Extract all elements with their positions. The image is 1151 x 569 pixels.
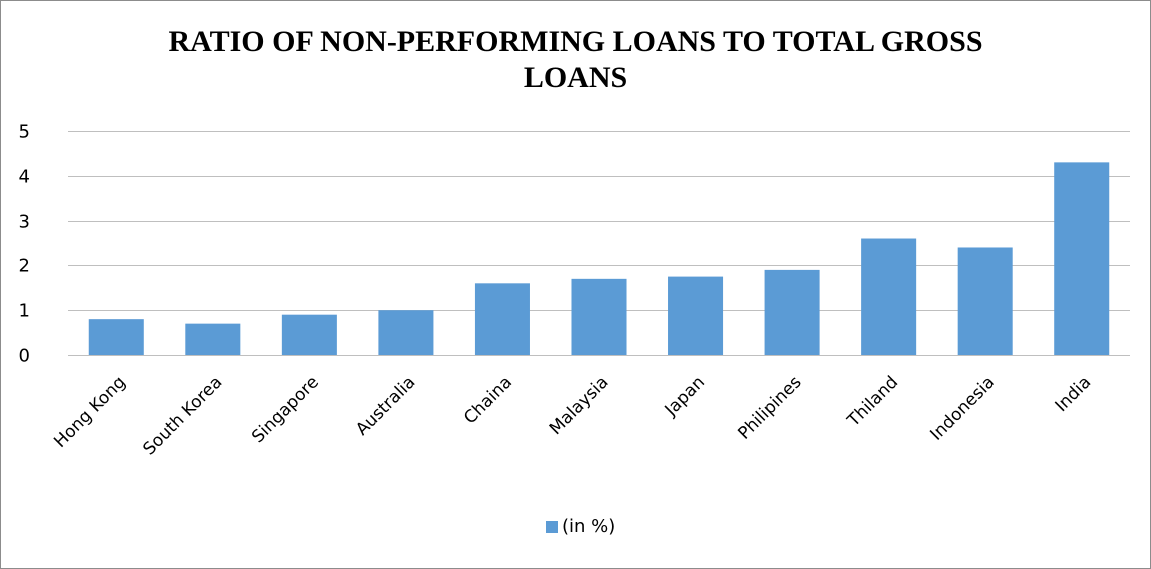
bar: [474, 283, 530, 355]
legend-label: (in %): [562, 516, 616, 537]
y-tick-label: 4: [19, 167, 30, 188]
bar: [571, 278, 627, 355]
x-tick-label: Japan: [661, 372, 709, 420]
x-axis-ticks: Hong Kong South Korea Singapore Australia Ch…: [50, 372, 1095, 459]
y-tick-label: 0: [19, 346, 30, 367]
x-tick-label: Thiland: [843, 372, 902, 431]
bar: [764, 269, 820, 355]
bar: [1054, 162, 1110, 355]
bar: [88, 319, 144, 355]
bar: [957, 247, 1013, 355]
y-tick-label: 1: [19, 301, 30, 322]
legend-swatch: [546, 520, 558, 533]
x-tick-label: Indonesia: [926, 372, 998, 444]
bar: [281, 314, 337, 355]
y-tick-label: 5: [19, 122, 30, 143]
y-tick-label: 2: [19, 256, 30, 277]
x-tick-label: Hong Kong: [50, 372, 129, 451]
bar: [861, 238, 917, 355]
bar: [185, 323, 241, 355]
x-tick-label: Singapore: [248, 372, 323, 447]
x-tick-label: Malaysia: [546, 372, 613, 439]
x-tick-label: Chaina: [460, 372, 516, 428]
bars: [88, 162, 1110, 355]
chart-title-line-1: RATIO OF NON-PERFORMING LOANS TO TOTAL G…: [168, 25, 983, 58]
x-tick-label: Philipines: [734, 372, 805, 443]
legend: (in %): [546, 516, 615, 537]
y-tick-label: 3: [19, 212, 30, 233]
bar: [668, 276, 724, 355]
chart-title-line-2: LOANS: [523, 61, 628, 94]
y-axis-ticks: 0 1 2 3 4 5: [19, 122, 30, 367]
chart-title: RATIO OF NON-PERFORMING LOANS TO TOTAL G…: [0, 24, 1151, 96]
x-tick-label: India: [1052, 372, 1096, 416]
bar: [378, 310, 434, 355]
x-tick-label: South Korea: [139, 372, 226, 459]
x-tick-label: Australia: [352, 372, 419, 439]
